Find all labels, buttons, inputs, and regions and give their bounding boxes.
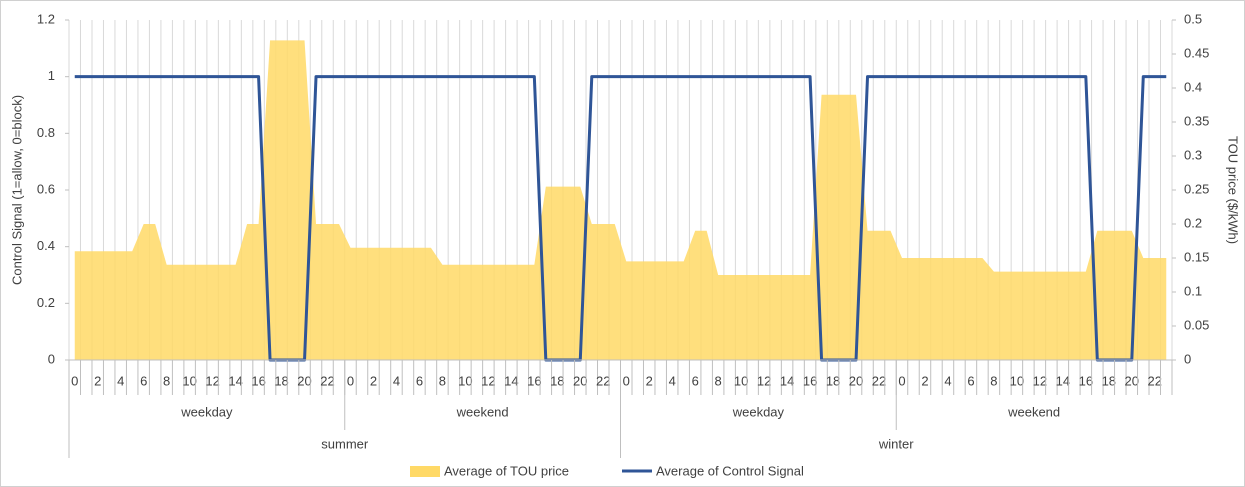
- x-tick-label: 2: [921, 373, 928, 388]
- x-tick-label: 6: [692, 373, 699, 388]
- x-tick-label: 20: [1125, 373, 1139, 388]
- x-tick-label: 12: [757, 373, 771, 388]
- y2-tick-label: 0.4: [1184, 79, 1202, 94]
- y-tick-label: 1.2: [37, 11, 55, 26]
- x-tick-label: 0: [898, 373, 905, 388]
- y2-tick-label: 0.1: [1184, 283, 1202, 298]
- day-type-label: weekday: [180, 404, 233, 419]
- y-tick-label: 0.6: [37, 181, 55, 196]
- x-tick-label: 2: [94, 373, 101, 388]
- x-tick-label: 14: [228, 373, 242, 388]
- x-tick-label: 2: [370, 373, 377, 388]
- x-tick-label: 20: [297, 373, 311, 388]
- x-tick-label: 4: [393, 373, 400, 388]
- x-tick-label: 4: [944, 373, 951, 388]
- y-axis-label: Control Signal (1=allow, 0=block): [9, 95, 24, 285]
- x-tick-label: 4: [669, 373, 676, 388]
- season-label: summer: [321, 436, 369, 451]
- x-tick-label: 0: [347, 373, 354, 388]
- x-tick-label: 18: [826, 373, 840, 388]
- x-tick-label: 12: [205, 373, 219, 388]
- legend-label: Average of TOU price: [444, 463, 569, 478]
- x-tick-label: 12: [1033, 373, 1047, 388]
- x-tick-label: 8: [163, 373, 170, 388]
- x-tick-label: 22: [596, 373, 610, 388]
- x-tick-label: 4: [117, 373, 124, 388]
- y-tick-label: 0.8: [37, 125, 55, 140]
- signal-line: [74, 75, 1167, 362]
- y-tick-label: 0.4: [37, 238, 55, 253]
- x-tick-label: 12: [481, 373, 495, 388]
- y-tick-label: 1: [48, 68, 55, 83]
- x-tick-label: 18: [550, 373, 564, 388]
- x-tick-label: 18: [274, 373, 288, 388]
- x-tick-label: 18: [1102, 373, 1116, 388]
- y2-tick-label: 0.45: [1184, 45, 1209, 60]
- x-tick-label: 0: [71, 373, 78, 388]
- y2-tick-label: 0.2: [1184, 215, 1202, 230]
- x-tick-label: 10: [458, 373, 472, 388]
- x-tick-label: 10: [182, 373, 196, 388]
- x-tick-label: 0: [623, 373, 630, 388]
- x-tick-label: 14: [1056, 373, 1070, 388]
- x-tick-label: 8: [439, 373, 446, 388]
- y2-axis-label: TOU price ($/kWh): [1226, 136, 1241, 244]
- legend-swatch: [410, 466, 440, 477]
- x-tick-label: 10: [1010, 373, 1024, 388]
- day-type-label: weekday: [732, 404, 785, 419]
- x-tick-label: 16: [251, 373, 265, 388]
- x-tick-label: 22: [1148, 373, 1162, 388]
- season-label: winter: [878, 436, 914, 451]
- day-type-label: weekend: [1007, 404, 1060, 419]
- day-type-label: weekend: [456, 404, 509, 419]
- x-tick-label: 6: [416, 373, 423, 388]
- y2-tick-label: 0.3: [1184, 147, 1202, 162]
- x-tick-label: 2: [646, 373, 653, 388]
- x-tick-label: 10: [734, 373, 748, 388]
- y2-tick-label: 0: [1184, 351, 1191, 366]
- legend-label: Average of Control Signal: [656, 463, 804, 478]
- y-tick-label: 0.2: [37, 295, 55, 310]
- y2-tick-label: 0.35: [1184, 113, 1209, 128]
- x-tick-label: 14: [780, 373, 794, 388]
- x-tick-label: 16: [803, 373, 817, 388]
- x-tick-label: 22: [872, 373, 886, 388]
- x-tick-label: 8: [715, 373, 722, 388]
- x-tick-label: 6: [967, 373, 974, 388]
- y2-tick-label: 0.05: [1184, 317, 1209, 332]
- y2-tick-label: 0.25: [1184, 181, 1209, 196]
- x-tick-label: 20: [849, 373, 863, 388]
- x-tick-label: 6: [140, 373, 147, 388]
- x-tick-label: 8: [990, 373, 997, 388]
- x-tick-label: 14: [504, 373, 518, 388]
- x-tick-label: 20: [573, 373, 587, 388]
- price-area: [74, 40, 1167, 361]
- x-tick-label: 16: [527, 373, 541, 388]
- x-tick-label: 22: [320, 373, 334, 388]
- y-tick-label: 0: [48, 351, 55, 366]
- y2-tick-label: 0.15: [1184, 249, 1209, 264]
- x-tick-label: 16: [1079, 373, 1093, 388]
- y2-tick-label: 0.5: [1184, 11, 1202, 26]
